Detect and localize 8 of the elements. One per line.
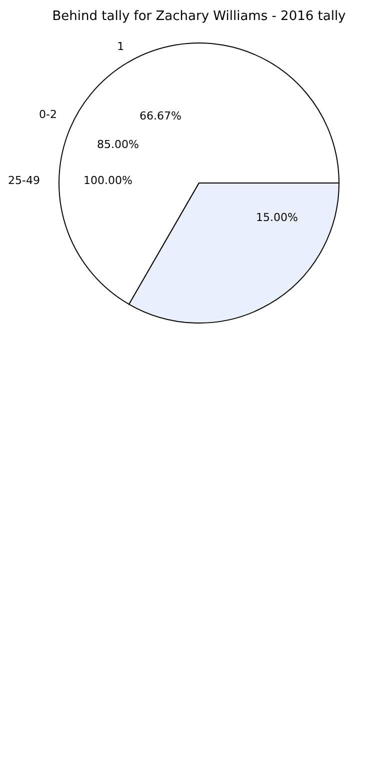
text: 0-2 xyxy=(39,108,57,121)
slice-label: 1 xyxy=(117,40,124,54)
chart-title: Behind tally for Zachary Williams - 2016 tally xyxy=(52,9,346,24)
text: 25-49 xyxy=(8,174,40,187)
text: 85.00% xyxy=(97,138,139,151)
text: 100.00% xyxy=(84,174,132,187)
text: 15.00% xyxy=(256,211,298,224)
data-label: 66.67% xyxy=(140,109,182,122)
